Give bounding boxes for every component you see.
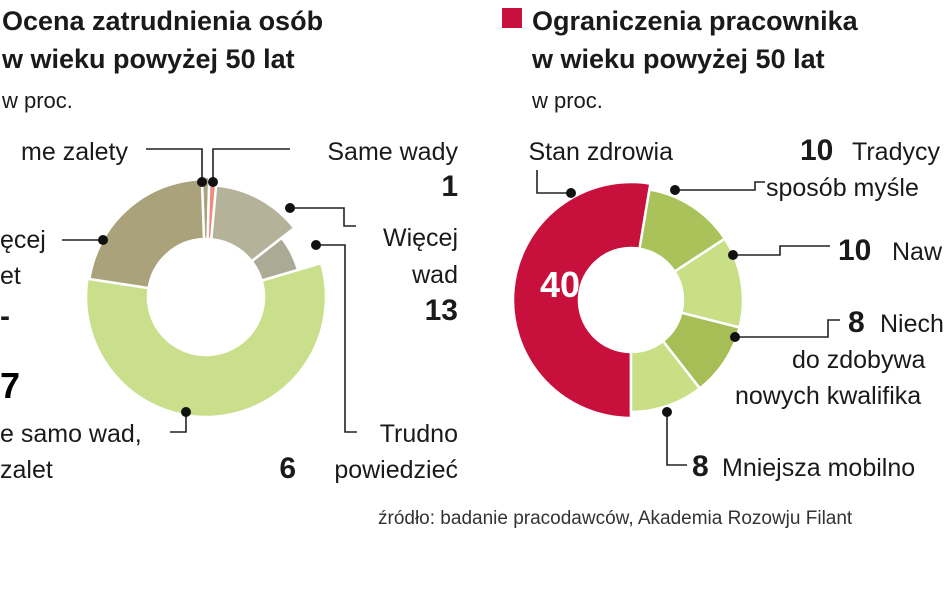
label-same-wady: Same wady [327, 138, 458, 166]
value-trudno: 6 [279, 452, 296, 485]
label-nawyki: Naw [892, 238, 943, 266]
left-title-line1: Ocena zatrudnienia osób [2, 6, 323, 36]
label-stan-zdrowia: Stan zdrowia [528, 138, 673, 166]
leader-mobilnosc [666, 412, 687, 466]
donut-slice [511, 180, 652, 420]
label-niechec-line2: do zdobywa [792, 346, 926, 374]
left-panel: Ocena zatrudnienia osób w wieku powyżej … [0, 6, 458, 485]
accent-legend-square [502, 8, 522, 28]
dot-same-zalety [197, 177, 207, 187]
value-niechec: 8 [848, 306, 865, 339]
label-wiecej-zalet-line2: et [0, 262, 21, 290]
label-trudno-line2: powiedzieć [334, 456, 458, 484]
left-unit-label: w proc. [1, 88, 73, 113]
label-wiecej-wad-line1: Więcej [383, 224, 458, 252]
leader-nawyki [733, 245, 830, 256]
right-panel: Ograniczenia pracownika w wieku powyżej … [502, 6, 944, 483]
value-mobilnosc: 8 [692, 450, 709, 483]
donut-slice [84, 261, 328, 419]
right-title-line1: Ograniczenia pracownika [532, 6, 859, 36]
label-wiecej-zalet-line1: ęcej [0, 226, 46, 254]
value-same-wady: 1 [441, 170, 458, 203]
value-stan-zdrowia: 40 [540, 264, 580, 305]
source-note: źródło: badanie pracodawców, Akademia Ro… [378, 508, 853, 529]
leader-same-wady [212, 148, 290, 182]
left-title-line2: w wieku powyżej 50 lat [1, 44, 295, 74]
leader-trudno [316, 244, 357, 433]
leader-wiecej-wad [290, 207, 356, 227]
label-niechec-line1: Niech [880, 310, 944, 338]
left-donut-chart [84, 175, 328, 419]
dot-same-wady [208, 177, 218, 187]
dot-stan-zdrowia [566, 188, 576, 198]
donut-slice [209, 184, 297, 264]
value-nawyki: 10 [838, 234, 871, 267]
dot-wiecej-zalet [98, 235, 108, 245]
label-niechec-line3: nowych kwalifika [735, 382, 921, 410]
dot-trudno [311, 240, 321, 250]
label-tyle-samo-line2: zalet [0, 456, 53, 484]
leader-tyle-samo [170, 412, 187, 433]
value-wiecej-wad: 13 [425, 294, 458, 327]
dot-nawyki [728, 250, 738, 260]
dot-mobilnosc [662, 407, 672, 417]
label-mobilnosc: Mniejsza mobilno [722, 454, 915, 482]
leader-same-zalety [146, 148, 203, 182]
label-wiecej-wad-line2: wad [411, 261, 458, 289]
label-same-zalety: me zalety [21, 138, 128, 166]
label-tradycyjny-line2: sposób myśle [766, 174, 919, 202]
donut-slice [87, 177, 206, 290]
leader-niechec [735, 319, 840, 338]
label-tradycyjny-line1: Tradycy [852, 138, 940, 166]
value-tyle-samo-fragment: 7 [0, 365, 20, 406]
dot-tradycyjny [670, 185, 680, 195]
dot-wiecej-wad [285, 203, 295, 213]
label-tyle-samo-line1: e samo wad, [0, 420, 142, 448]
dot-tyle-samo [181, 407, 191, 417]
leader-tradycyjny [675, 181, 765, 191]
right-donut-chart [511, 180, 745, 420]
leader-stan-zdrowia [536, 170, 571, 194]
label-trudno-line1: Trudno [380, 420, 458, 448]
donut-slice [629, 339, 702, 414]
right-unit-label: w proc. [531, 88, 603, 113]
value-wiecej-zalet-fragment: - [0, 300, 10, 333]
dot-niechec [730, 332, 740, 342]
right-title-line2: w wieku powyżej 50 lat [531, 44, 825, 74]
value-tradycyjny: 10 [800, 134, 833, 167]
